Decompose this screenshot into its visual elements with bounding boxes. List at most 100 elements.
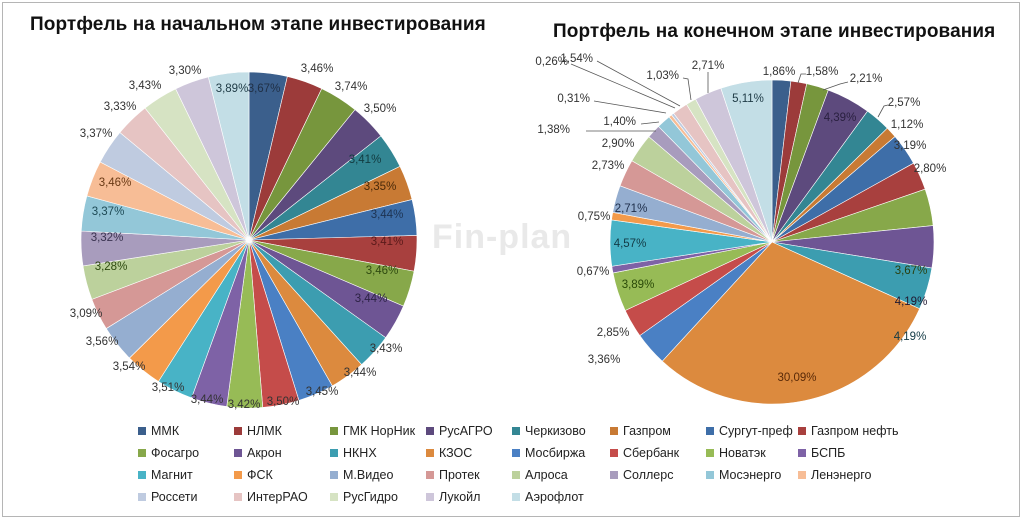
data-label: 3,19% xyxy=(894,140,927,152)
leader-line xyxy=(570,63,676,109)
legend-item: Акрон xyxy=(234,446,282,460)
legend-label: Акрон xyxy=(247,446,282,460)
legend-item: Магнит xyxy=(138,468,193,482)
legend-item: БСПБ xyxy=(798,446,845,460)
data-label: 3,45% xyxy=(306,386,339,398)
data-label: 3,44% xyxy=(371,209,404,221)
legend-swatch-icon xyxy=(138,449,146,457)
data-label: 2,57% xyxy=(888,97,921,109)
data-label: 3,43% xyxy=(370,343,403,355)
legend-label: Россети xyxy=(151,490,198,504)
legend-label: Сургут-преф xyxy=(719,424,793,438)
legend-swatch-icon xyxy=(234,493,242,501)
legend-item: Фосагро xyxy=(138,446,199,460)
data-label: 1,03% xyxy=(646,70,679,82)
legend-item: Новатэк xyxy=(706,446,766,460)
left-chart-title: Портфель на начальном этапе инвестирован… xyxy=(30,14,486,35)
legend-item: Мосбиржа xyxy=(512,446,585,460)
data-label: 3,33% xyxy=(104,101,137,113)
leader-line xyxy=(640,121,660,125)
legend-item: Мосэнерго xyxy=(706,468,781,482)
leader-line xyxy=(593,100,667,114)
leader-line xyxy=(797,73,806,84)
legend-item: ИнтерРАО xyxy=(234,490,308,504)
data-label: 2,80% xyxy=(914,163,947,175)
legend-swatch-icon xyxy=(426,427,434,435)
legend-label: Магнит xyxy=(151,468,193,482)
legend-label: Фосагро xyxy=(151,446,200,460)
legend-item: РусАГРО xyxy=(426,424,493,438)
data-label: 3,46% xyxy=(301,63,334,75)
data-label: 3,50% xyxy=(364,103,397,115)
legend-label: ИнтерРАО xyxy=(247,490,308,504)
legend-item: ФСК xyxy=(234,468,273,482)
data-label: 3,46% xyxy=(366,265,399,277)
data-label: 3,74% xyxy=(335,81,368,93)
legend-swatch-icon xyxy=(330,471,338,479)
data-label: 0,67% xyxy=(577,266,610,278)
legend-swatch-icon xyxy=(330,449,338,457)
legend-item: Сбербанк xyxy=(610,446,679,460)
data-label: 3,44% xyxy=(355,293,388,305)
data-label: 1,58% xyxy=(806,66,839,78)
leader-line xyxy=(596,60,681,107)
pie-slice xyxy=(720,79,773,243)
data-label: 3,41% xyxy=(349,154,382,166)
data-label: 0,26% xyxy=(535,56,568,68)
data-label: 3,54% xyxy=(113,361,146,373)
legend-swatch-icon xyxy=(798,427,806,435)
data-label: 2,21% xyxy=(850,73,883,85)
data-label: 2,90% xyxy=(602,138,635,150)
leader-line xyxy=(877,104,889,118)
legend-item: НКНХ xyxy=(330,446,377,460)
legend-swatch-icon xyxy=(138,471,146,479)
legend-item: Газпром xyxy=(610,424,671,438)
data-label: 2,71% xyxy=(615,203,648,215)
data-label: 2,73% xyxy=(592,160,625,172)
legend-swatch-icon xyxy=(426,449,434,457)
leader-line xyxy=(822,81,849,91)
right-pie xyxy=(609,79,935,405)
legend-swatch-icon xyxy=(610,449,618,457)
legend-swatch-icon xyxy=(706,449,714,457)
legend-label: БСПБ xyxy=(811,446,846,460)
legend-label: Газпром xyxy=(623,424,671,438)
legend-item: КЗОС xyxy=(426,446,472,460)
legend-swatch-icon xyxy=(234,449,242,457)
data-label: 3,46% xyxy=(99,177,132,189)
data-label: 1,12% xyxy=(891,119,924,131)
data-label: 3,89% xyxy=(622,279,655,291)
legend-item: Ленэнерго xyxy=(798,468,871,482)
legend-label: Лукойл xyxy=(439,490,481,504)
data-label: 3,50% xyxy=(267,396,300,408)
legend-label: НЛМК xyxy=(247,424,282,438)
data-label: 3,09% xyxy=(70,308,103,320)
legend-label: Черкизово xyxy=(525,424,586,438)
data-label: 3,36% xyxy=(588,354,621,366)
legend-label: М.Видео xyxy=(343,468,394,482)
legend-swatch-icon xyxy=(706,471,714,479)
data-label: 5,11% xyxy=(732,93,764,105)
data-label: 4,39% xyxy=(824,112,857,124)
leader-line xyxy=(682,77,692,101)
data-label: 1,54% xyxy=(560,53,593,65)
legend-label: НКНХ xyxy=(343,446,377,460)
data-label: 0,75% xyxy=(578,211,611,223)
right-chart-title: Портфель на конечном этапе инвестировани… xyxy=(553,21,996,42)
legend-swatch-icon xyxy=(512,427,520,435)
data-label: 1,86% xyxy=(763,66,796,78)
legend-swatch-icon xyxy=(610,471,618,479)
legend-item: Сургут-преф xyxy=(706,424,793,438)
legend-item: Россети xyxy=(138,490,197,504)
data-label: 4,19% xyxy=(895,296,928,308)
data-label: 3,56% xyxy=(86,336,119,348)
data-label: 3,44% xyxy=(344,367,377,379)
legend-swatch-icon xyxy=(512,493,520,501)
data-label: 3,67% xyxy=(248,83,281,95)
data-label: 3,44% xyxy=(191,394,224,406)
legend-swatch-icon xyxy=(610,427,618,435)
data-label: 0,31% xyxy=(557,93,590,105)
legend-label: КЗОС xyxy=(439,446,473,460)
data-label: 1,38% xyxy=(537,124,570,136)
